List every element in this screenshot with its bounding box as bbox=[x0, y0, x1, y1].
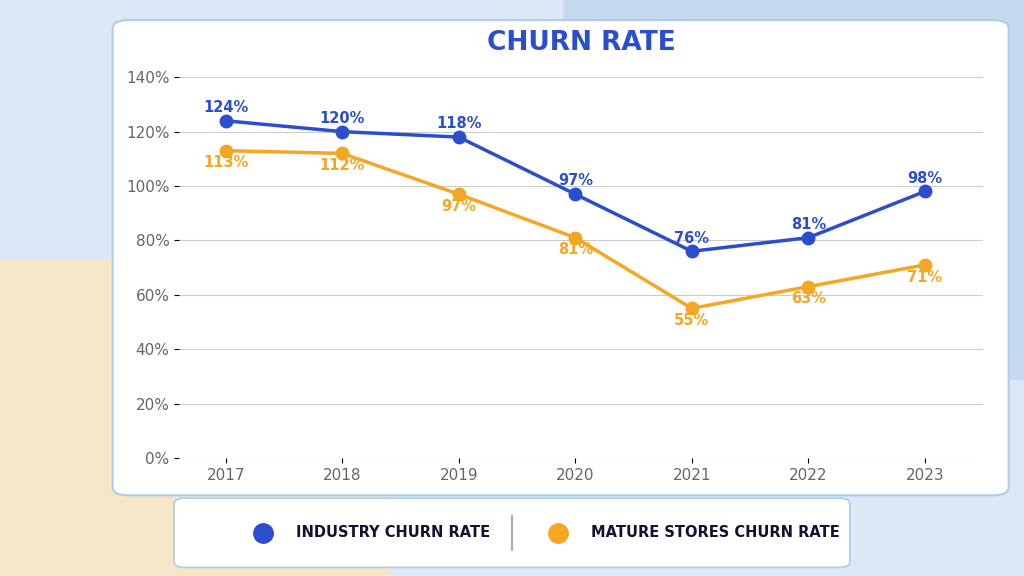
Text: 71%: 71% bbox=[907, 270, 942, 285]
Text: 112%: 112% bbox=[319, 158, 365, 173]
Text: 124%: 124% bbox=[203, 100, 249, 115]
Text: 118%: 118% bbox=[436, 116, 481, 131]
Text: MATURE STORES CHURN RATE: MATURE STORES CHURN RATE bbox=[591, 525, 840, 540]
Text: 98%: 98% bbox=[907, 170, 942, 186]
Text: 97%: 97% bbox=[441, 199, 476, 214]
Text: 76%: 76% bbox=[674, 230, 710, 245]
Text: 120%: 120% bbox=[319, 111, 365, 126]
Title: CHURN RATE: CHURN RATE bbox=[486, 30, 676, 56]
Text: 97%: 97% bbox=[558, 173, 593, 188]
Text: INDUSTRY CHURN RATE: INDUSTRY CHURN RATE bbox=[296, 525, 489, 540]
Text: 81%: 81% bbox=[791, 217, 826, 232]
Text: 55%: 55% bbox=[674, 313, 710, 328]
Text: 81%: 81% bbox=[558, 242, 593, 257]
Text: 63%: 63% bbox=[791, 291, 825, 306]
Text: 113%: 113% bbox=[203, 156, 249, 170]
